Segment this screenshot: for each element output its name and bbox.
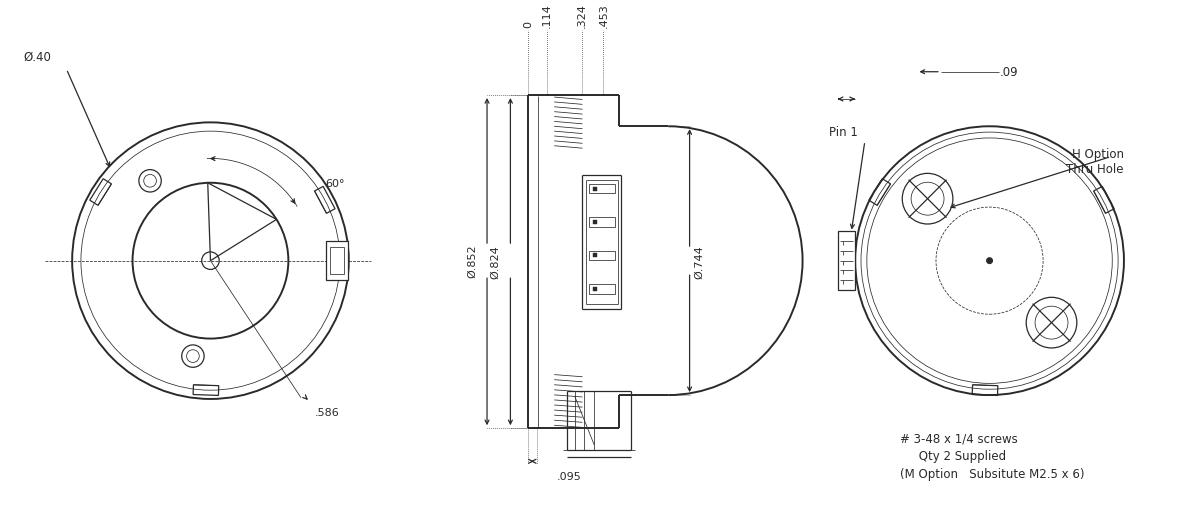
- Bar: [330, 247, 344, 275]
- Text: .095: .095: [557, 471, 582, 481]
- Text: .453: .453: [599, 3, 608, 28]
- Bar: [838, 232, 856, 290]
- Text: 60°: 60°: [325, 178, 344, 188]
- Bar: [593, 287, 598, 291]
- Bar: [589, 285, 614, 294]
- Text: 0: 0: [523, 21, 533, 28]
- Bar: [593, 187, 598, 191]
- Text: .324: .324: [577, 3, 587, 28]
- Circle shape: [986, 258, 992, 264]
- Bar: [593, 254, 598, 258]
- Bar: [589, 218, 614, 228]
- Bar: [589, 251, 614, 261]
- Text: Ø.40: Ø.40: [24, 50, 52, 64]
- Text: H Option
Thru Hole: H Option Thru Hole: [1067, 148, 1124, 176]
- Text: .114: .114: [542, 3, 552, 28]
- Text: Ø.852: Ø.852: [467, 244, 478, 278]
- Text: Pin 1: Pin 1: [829, 125, 858, 138]
- Text: .09: .09: [1000, 66, 1018, 79]
- Bar: [326, 242, 348, 280]
- Bar: [593, 220, 598, 224]
- Bar: [589, 184, 614, 194]
- Text: # 3-48 x 1/4 screws
     Qty 2 Supplied
(M Option   Subsitute M2.5 x 6): # 3-48 x 1/4 screws Qty 2 Supplied (M Op…: [900, 431, 1085, 480]
- Text: .586: .586: [314, 407, 340, 417]
- Text: Ø.824: Ø.824: [491, 244, 500, 278]
- Text: Ø.744: Ø.744: [695, 244, 704, 278]
